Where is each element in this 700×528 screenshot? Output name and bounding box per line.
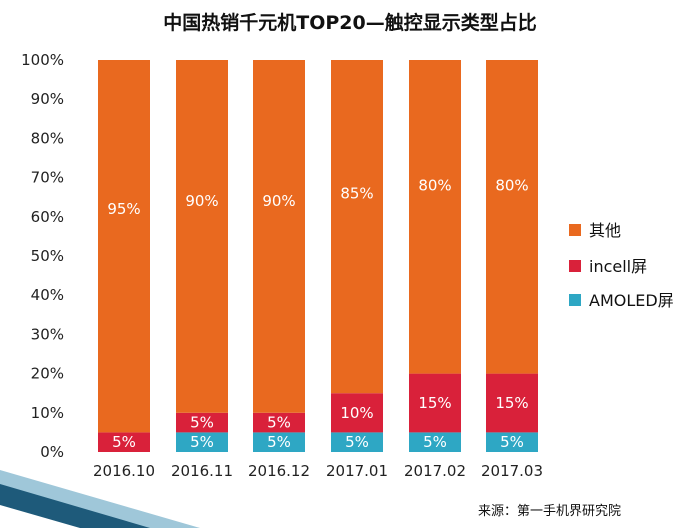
bars	[98, 60, 538, 452]
bar-segment	[253, 60, 305, 413]
legend-label: 其他	[589, 221, 621, 240]
bar-segment	[409, 60, 461, 374]
y-tick-label: 80%	[31, 129, 64, 147]
y-tick-label: 20%	[31, 365, 64, 383]
data-label: 15%	[495, 394, 528, 412]
bar-segment	[409, 432, 461, 452]
bar-segment	[253, 432, 305, 452]
x-tick-label: 2017.03	[481, 462, 543, 480]
bar-segment	[98, 60, 150, 433]
y-tick-label: 60%	[31, 208, 64, 226]
x-tick-label: 2016.10	[93, 462, 155, 480]
legend: 其他 incell屏 AMOLED屏	[569, 221, 674, 310]
bar-segment	[486, 60, 538, 374]
x-tick-label: 2016.11	[171, 462, 233, 480]
data-label: 80%	[495, 176, 528, 194]
source-note: 来源：第一手机界研究院	[478, 504, 621, 519]
data-label: 85%	[340, 184, 373, 202]
y-tick-label: 70%	[31, 169, 64, 187]
bar-segment	[253, 412, 305, 433]
data-label: 5%	[423, 433, 447, 451]
y-axis: 0% 10% 20% 30% 40% 50% 60% 70% 80% 90% 100%	[21, 51, 64, 461]
decor-stripe-dark	[0, 484, 150, 528]
corner-decoration	[0, 470, 200, 528]
y-tick-label: 30%	[31, 325, 64, 343]
data-label: 5%	[190, 433, 214, 451]
data-label: 95%	[107, 200, 140, 218]
data-label: 5%	[190, 414, 214, 432]
y-tick-label: 50%	[31, 247, 64, 265]
data-label: 5%	[267, 433, 291, 451]
legend-label: AMOLED屏	[589, 291, 674, 310]
x-tick-label: 2016.12	[248, 462, 310, 480]
bar-segment	[176, 432, 228, 452]
x-tick-label: 2017.02	[404, 462, 466, 480]
bar-segment	[176, 412, 228, 433]
data-label: 5%	[500, 433, 524, 451]
data-label: 10%	[340, 404, 373, 422]
y-tick-label: 10%	[31, 404, 64, 422]
data-label: 5%	[112, 433, 136, 451]
data-label: 90%	[185, 192, 218, 210]
bar-segment	[176, 60, 228, 413]
bar-segment	[331, 432, 383, 452]
data-labels: 5%95%5%5%90%5%5%90%5%10%85%5%15%80%5%15%…	[107, 176, 528, 451]
y-tick-label: 40%	[31, 286, 64, 304]
decor-stripe-light	[0, 470, 200, 528]
data-label: 80%	[418, 176, 451, 194]
data-label: 90%	[262, 192, 295, 210]
data-label: 5%	[345, 433, 369, 451]
legend-swatch	[569, 260, 581, 272]
data-label: 5%	[267, 414, 291, 432]
y-tick-label: 100%	[21, 51, 64, 69]
legend-label: incell屏	[589, 257, 647, 276]
chart-title: 中国热销千元机TOP20—触控显示类型占比	[163, 11, 536, 34]
y-tick-label: 0%	[40, 443, 64, 461]
x-tick-label: 2017.01	[326, 462, 388, 480]
legend-swatch	[569, 224, 581, 236]
x-axis: 2016.10 2016.11 2016.12 2017.01 2017.02 2017.…	[93, 462, 543, 480]
bar-segment	[486, 373, 538, 433]
bar-segment	[98, 432, 150, 452]
bar-segment	[409, 373, 461, 433]
bar-segment	[331, 60, 383, 394]
legend-swatch	[569, 294, 581, 306]
bar-segment	[331, 393, 383, 433]
data-label: 15%	[418, 394, 451, 412]
bar-segment	[486, 432, 538, 452]
y-tick-label: 90%	[31, 90, 64, 108]
